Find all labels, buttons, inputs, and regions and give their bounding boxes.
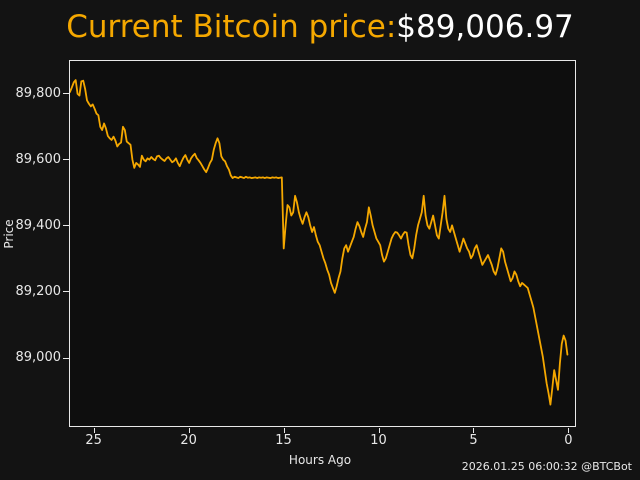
y-tick-label: 89,400	[15, 217, 62, 233]
x-tick-label: 25	[85, 433, 102, 448]
page-title: Current Bitcoin price:$89,006.97	[0, 8, 640, 46]
footer-timestamp: 2026.01.25 06:00:32 @BTCBot	[461, 460, 632, 473]
x-tick-label: 15	[275, 433, 292, 448]
x-tick-mark	[188, 428, 190, 433]
y-tick-mark	[63, 291, 69, 293]
x-tick-mark	[93, 428, 95, 433]
x-tick-mark	[473, 428, 475, 433]
plot-area	[69, 60, 576, 427]
y-tick-label: 89,000	[15, 350, 62, 366]
y-tick-mark	[63, 93, 69, 95]
x-tick-label: 20	[180, 433, 197, 448]
x-tick-mark	[283, 428, 285, 433]
x-tick-label: 10	[370, 433, 387, 448]
y-tick-label: 89,200	[15, 283, 62, 299]
x-tick-label: 0	[564, 433, 573, 448]
price-line-series	[70, 79, 569, 406]
y-axis-label: Price	[2, 219, 16, 249]
y-tick-label: 89,600	[15, 151, 62, 167]
x-tick-label: 5	[469, 433, 478, 448]
y-tick-mark	[63, 225, 69, 227]
title-price-value: $89,006.97	[396, 9, 574, 45]
y-tick-label: 89,800	[15, 85, 62, 101]
title-label: Current Bitcoin price:	[66, 9, 397, 45]
x-axis-label: Hours Ago	[288, 453, 352, 467]
x-tick-mark	[378, 428, 380, 433]
y-tick-mark	[63, 357, 69, 359]
x-tick-mark	[568, 428, 570, 433]
y-tick-mark	[63, 159, 69, 161]
